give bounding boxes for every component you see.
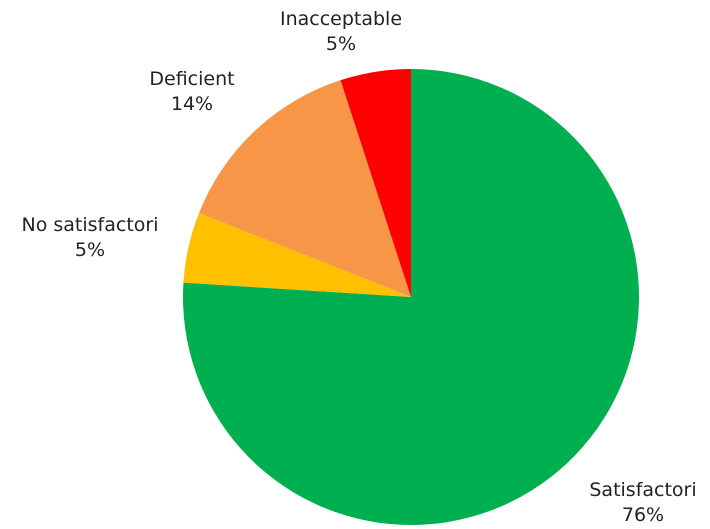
slice-label-name: Inacceptable bbox=[280, 8, 402, 30]
slice-label-value: 5% bbox=[326, 33, 356, 55]
pie-slice-no-satisfactori bbox=[183, 213, 411, 297]
slice-label-value: 14% bbox=[171, 93, 213, 115]
slice-label-value: 76% bbox=[622, 504, 664, 526]
pie-slices bbox=[183, 69, 640, 526]
slice-label-name: Deficient bbox=[149, 68, 234, 90]
slice-label-name: Satisfactori bbox=[589, 479, 696, 501]
pie-slice-deficient bbox=[199, 80, 411, 297]
pie-slice-satisfactori bbox=[183, 69, 640, 526]
pie-slice-inacceptable bbox=[340, 69, 411, 297]
slice-label-value: 5% bbox=[75, 239, 105, 261]
slice-label-name: No satisfactori bbox=[22, 214, 159, 236]
pie-labels: Satisfactori 76% No satisfactori 5% Deficien… bbox=[22, 8, 697, 526]
